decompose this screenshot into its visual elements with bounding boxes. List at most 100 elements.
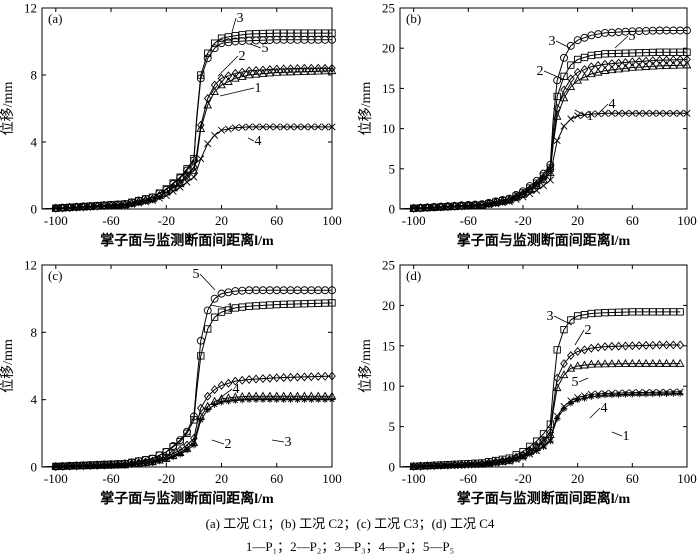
data-point bbox=[539, 182, 548, 190]
data-point bbox=[239, 396, 246, 404]
data-point bbox=[634, 62, 644, 71]
data-point bbox=[300, 123, 308, 131]
data-point bbox=[663, 390, 670, 397]
data-point bbox=[539, 173, 548, 183]
data-point bbox=[293, 67, 302, 76]
data-point bbox=[245, 374, 253, 384]
data-point bbox=[470, 459, 480, 468]
data-point bbox=[328, 35, 336, 44]
data-point bbox=[662, 109, 671, 117]
panel-label: (b) bbox=[406, 11, 421, 26]
data-point bbox=[642, 340, 650, 350]
data-point bbox=[553, 346, 561, 354]
data-point bbox=[313, 391, 323, 400]
data-point bbox=[266, 301, 274, 309]
data-point bbox=[272, 373, 281, 383]
data-point bbox=[300, 391, 309, 400]
series-label-leader bbox=[589, 407, 601, 419]
data-point bbox=[656, 388, 664, 396]
y-axis-label: 位移/mm bbox=[358, 82, 374, 136]
series-label: 4 bbox=[255, 134, 262, 149]
data-point bbox=[546, 176, 554, 184]
data-point bbox=[608, 391, 616, 399]
data-point bbox=[252, 65, 260, 75]
data-point bbox=[238, 375, 247, 385]
data-point bbox=[540, 443, 547, 450]
data-point bbox=[519, 193, 527, 201]
data-point bbox=[429, 460, 439, 469]
data-point bbox=[307, 299, 315, 308]
x-tick-label: -100 bbox=[402, 213, 426, 228]
y-tick-label: 20 bbox=[382, 298, 395, 313]
data-point bbox=[238, 67, 247, 77]
data-point bbox=[259, 396, 267, 403]
data-point bbox=[559, 93, 569, 102]
data-point bbox=[648, 61, 658, 70]
data-point bbox=[608, 109, 616, 117]
data-point bbox=[308, 396, 315, 403]
series-1: 1 bbox=[399, 390, 684, 470]
data-point bbox=[573, 75, 583, 84]
series-2: 2 bbox=[41, 371, 336, 472]
data-point bbox=[649, 390, 657, 398]
data-point bbox=[210, 396, 219, 405]
data-point bbox=[224, 378, 233, 388]
data-point bbox=[621, 63, 630, 72]
data-point bbox=[676, 308, 684, 316]
y-tick-label: 10 bbox=[382, 121, 395, 136]
data-point bbox=[525, 446, 535, 455]
data-point bbox=[477, 459, 487, 468]
series-label: 1 bbox=[623, 429, 630, 444]
series-label-leader bbox=[578, 377, 589, 383]
data-point bbox=[210, 44, 219, 53]
data-point bbox=[286, 391, 295, 400]
data-point bbox=[567, 74, 575, 84]
data-point bbox=[566, 363, 576, 372]
series-label-leader bbox=[199, 273, 216, 291]
data-point bbox=[293, 64, 302, 74]
data-point bbox=[574, 396, 581, 404]
series-2: 2 bbox=[399, 54, 691, 213]
series-label: 5 bbox=[193, 267, 200, 282]
data-point bbox=[621, 57, 630, 67]
data-point bbox=[314, 372, 322, 382]
series-label: 5 bbox=[629, 29, 636, 44]
series-label: 2 bbox=[239, 49, 246, 64]
series-label-leader bbox=[249, 43, 262, 49]
data-point bbox=[120, 460, 130, 469]
data-point bbox=[587, 110, 595, 118]
data-point bbox=[662, 358, 671, 367]
data-point bbox=[580, 72, 589, 81]
data-point bbox=[484, 458, 494, 467]
data-point bbox=[614, 58, 623, 68]
y-tick-label: 0 bbox=[31, 460, 38, 475]
data-point bbox=[272, 391, 282, 400]
data-point bbox=[307, 63, 316, 73]
data-point bbox=[580, 65, 589, 75]
data-point bbox=[662, 388, 671, 396]
data-point bbox=[134, 458, 144, 467]
data-point bbox=[238, 123, 246, 131]
x-tick-label: 100 bbox=[677, 471, 697, 486]
data-point bbox=[533, 179, 541, 187]
x-tick-label: 20 bbox=[215, 471, 228, 486]
plot-frame bbox=[399, 264, 688, 468]
x-tick-label: -20 bbox=[158, 213, 175, 228]
data-point bbox=[265, 68, 275, 77]
x-tick-label: 20 bbox=[571, 471, 584, 486]
data-point bbox=[622, 391, 629, 398]
series-1: 1 bbox=[399, 60, 692, 212]
series-5: 5 bbox=[41, 35, 336, 213]
data-point bbox=[183, 427, 191, 436]
data-point bbox=[676, 390, 684, 397]
y-tick-label: 10 bbox=[382, 379, 395, 394]
data-point bbox=[328, 396, 336, 403]
data-point bbox=[600, 65, 610, 74]
data-point bbox=[217, 34, 226, 42]
series-label: 3 bbox=[285, 435, 292, 450]
data-point bbox=[189, 156, 198, 165]
data-point bbox=[675, 60, 685, 69]
data-point bbox=[113, 460, 123, 469]
panel-a: -100 -60 -20 20 60 10004812(a)掌子面与监测断面间距离l/m位… bbox=[0, 1, 342, 250]
data-point bbox=[560, 53, 568, 62]
